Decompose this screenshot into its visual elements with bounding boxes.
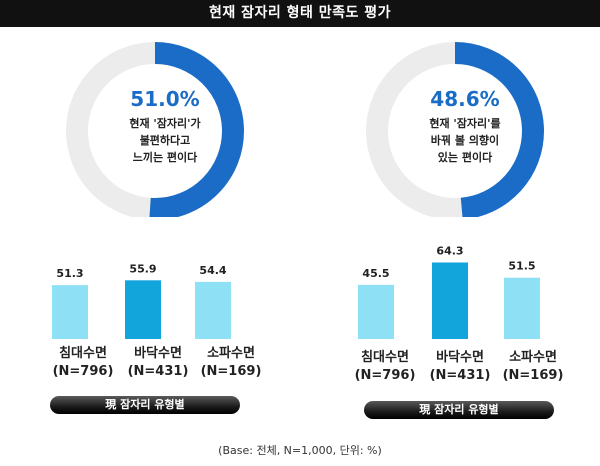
bar-chart-discomfort: 51.3 55.9 54.4 [52,262,231,339]
category-label: 소파수면 (N=169) [186,345,276,381]
category-label: 침대수면 (N=796) [340,349,430,385]
page-title: 현재 잠자리 형태 만족도 평가 [0,0,600,27]
donut-chart-discomfort [66,42,244,217]
category-name: 침대수면 [361,350,409,365]
category-n: (N=431) [429,368,491,383]
caption-line: 현재 '잠자리'를 [429,117,501,130]
category-n: (N=431) [127,364,189,379]
bar-value-label: 51.3 [56,267,83,280]
bar [195,281,231,339]
bar-value-label: 54.4 [199,264,226,277]
caption-line: 현재 '잠자리'가 [129,117,201,130]
bar-value-label: 64.3 [436,244,463,257]
donut-slice [66,42,244,217]
category-name: 소파수면 [509,350,557,365]
category-n: (N=796) [354,368,416,383]
panel-discomfort: 51.0% 현재 '잠자리'가 불편하다고 느끼는 편이다 51.3 55.9 54… [0,27,300,427]
donut-center-text: 51.0% 현재 '잠자리'가 불편하다고 느끼는 편이다 [95,87,235,166]
bar-value-label: 55.9 [129,262,156,275]
category-label: 소파수면 (N=169) [488,349,578,385]
donut-caption: 현재 '잠자리'가 불편하다고 느끼는 편이다 [95,115,235,166]
caption-line: 불편하다고 [139,134,191,147]
category-name: 바닥수면 [134,346,182,361]
donut-percent: 48.6% [430,87,500,111]
group-label-pill: 現 잠자리 유형별 [50,396,240,414]
bar-value-label: 45.5 [362,267,389,280]
bar [52,285,88,339]
donut-center-text: 48.6% 현재 '잠자리'를 바꿔 볼 의향이 있는 편이다 [395,87,535,166]
donut-percent: 51.0% [130,87,200,111]
caption-line: 바꿔 볼 의향이 [430,134,500,147]
category-n: (N=796) [52,364,114,379]
category-n: (N=169) [502,368,564,383]
donut-chart-change-intent [366,42,544,217]
donut-slice [366,42,544,217]
category-label: 바닥수면 (N=431) [113,345,203,381]
category-name: 소파수면 [207,346,255,361]
bar [358,284,394,339]
bar [125,280,161,339]
category-label: 침대수면 (N=796) [38,345,128,381]
bar-chart-change-intent: 45.5 64.3 51.5 [358,244,540,339]
category-name: 바닥수면 [436,350,484,365]
bar [504,277,540,339]
caption-line: 있는 편이다 [437,151,493,164]
caption-line: 느끼는 편이다 [132,151,198,164]
footnote: (Base: 전체, N=1,000, 단위: %) [218,444,382,457]
category-n: (N=169) [200,364,262,379]
panel-change-intent: 48.6% 현재 '잠자리'를 바꿔 볼 의향이 있는 편이다 45.5 64.3… [300,27,600,427]
bar [432,262,468,339]
category-label: 바닥수면 (N=431) [415,349,505,385]
group-label-pill: 現 잠자리 유형별 [364,401,554,419]
donut-caption: 현재 '잠자리'를 바꿔 볼 의향이 있는 편이다 [395,115,535,166]
category-name: 침대수면 [59,346,107,361]
bar-value-label: 51.5 [508,260,535,273]
